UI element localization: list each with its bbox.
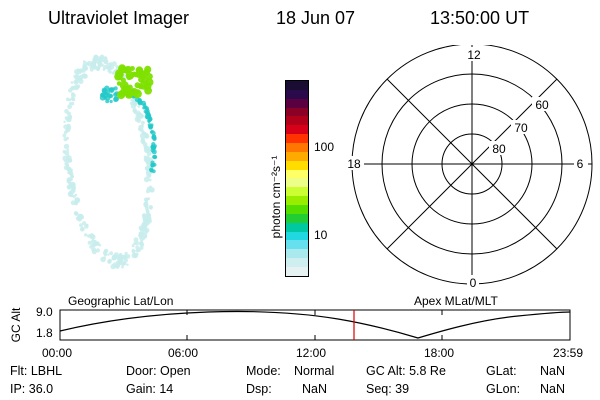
colorbar — [285, 80, 309, 277]
time-label: 13:50:00 UT — [430, 8, 530, 28]
colorbar-segment — [286, 81, 308, 90]
y-tick-1.8: 1.8 — [36, 326, 53, 340]
y-tick-9: 9.0 — [36, 305, 53, 319]
x-tick-1800: 18:00 — [424, 346, 455, 360]
dsp-label: Dsp: — [246, 382, 272, 396]
colorbar-segment — [286, 222, 308, 232]
colorbar-segment — [286, 258, 308, 268]
colorbar-segment — [286, 267, 308, 276]
colorbar-segment — [286, 116, 308, 126]
colorbar-segment — [286, 213, 308, 223]
colorbar-tick-100: 100 — [314, 140, 335, 154]
colorbar-segment — [286, 240, 308, 250]
mode-value: Normal — [294, 364, 335, 378]
x-tick-0600: 06:00 — [168, 346, 199, 360]
gc-alt-status: GC Alt: 5.8 Re — [366, 364, 446, 378]
instrument-title: Ultraviolet Imager — [48, 8, 190, 28]
timeline-plot — [59, 309, 571, 341]
mlt-label-12: 12 — [467, 48, 481, 62]
glon-label: GLon: — [486, 382, 521, 396]
lat-label-70: 70 — [514, 121, 528, 135]
timeline-y-label: GC Alt — [9, 307, 23, 343]
colorbar-unit-label: photon cm⁻²s⁻¹ — [269, 155, 283, 239]
colorbar-segment — [286, 125, 308, 135]
colorbar-segment — [286, 134, 308, 144]
colorbar-segment — [286, 196, 308, 206]
lat-label-80: 80 — [492, 142, 506, 156]
colorbar-segment — [286, 107, 308, 117]
colorbar-segment — [286, 151, 308, 161]
colorbar-segment — [286, 231, 308, 241]
colorbar-segment — [286, 98, 308, 108]
altitude-curve — [59, 310, 571, 339]
x-tick-0000: 00:00 — [42, 346, 73, 360]
x-tick-1200: 12:00 — [296, 346, 327, 360]
colorbar-segment — [286, 178, 308, 188]
colorbar-segment — [286, 249, 308, 259]
glon-value: NaN — [540, 382, 566, 396]
timeline-left-title: Geographic Lat/Lon — [68, 294, 174, 308]
colorbar-segment — [286, 160, 308, 170]
colorbar-segment — [286, 205, 308, 214]
polar-plot: 12 18 6 0 60 70 80 — [344, 45, 593, 290]
glat-label: GLat: — [486, 364, 517, 378]
lat-label-60: 60 — [535, 98, 549, 112]
door-status: Door: Open — [126, 364, 191, 378]
colorbar-segment — [286, 169, 308, 179]
colorbar-segment — [286, 89, 308, 99]
filter-status: Flt: LBHL — [10, 364, 63, 378]
colorbar-segment — [286, 187, 308, 197]
ip-status: IP: 36.0 — [10, 382, 54, 396]
timeline-right-title: Apex MLat/MLT — [414, 294, 498, 308]
aurora-image — [62, 54, 158, 270]
gain-status: Gain: 14 — [126, 382, 174, 396]
glat-value: NaN — [540, 364, 566, 378]
dsp-value: NaN — [302, 382, 328, 396]
colorbar-segment — [286, 143, 308, 152]
seq-status: Seq: 39 — [366, 382, 410, 396]
date-label: 18 Jun 07 — [276, 8, 356, 28]
x-tick-2359: 23:59 — [553, 346, 584, 360]
mlt-label-6: 6 — [577, 157, 584, 171]
mlt-label-18: 18 — [347, 157, 361, 171]
mlt-label-0: 0 — [470, 276, 477, 290]
mode-label: Mode: — [246, 364, 281, 378]
colorbar-tick-10: 10 — [314, 228, 328, 242]
